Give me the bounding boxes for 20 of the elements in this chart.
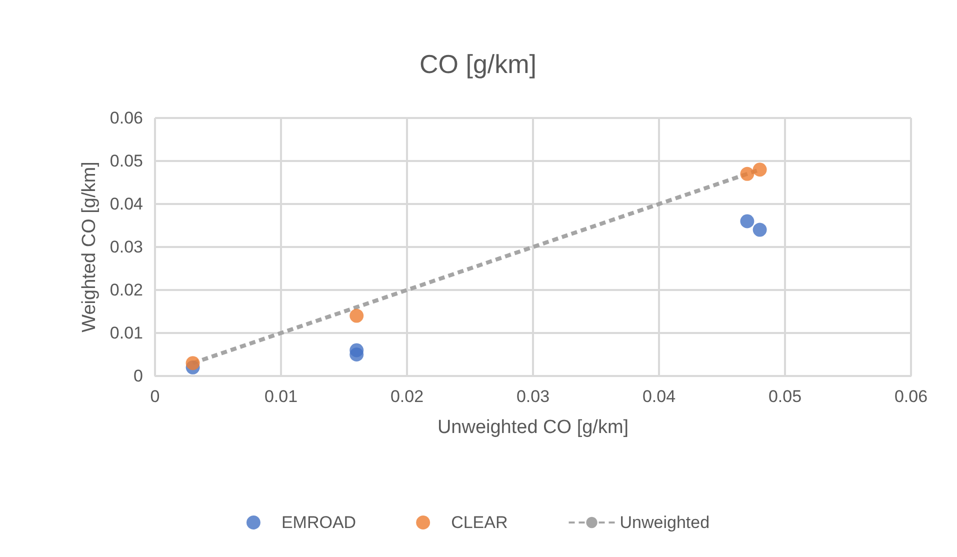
x-tick-label: 0.06: [894, 387, 928, 406]
x-tick-label: 0.03: [516, 387, 550, 406]
x-tick-label: 0: [150, 387, 160, 406]
legend-label: Unweighted: [620, 513, 710, 532]
y-axis-title: Weighted CO [g/km]: [79, 162, 100, 332]
legend-label: EMROAD: [281, 513, 356, 532]
y-tick-label: 0.03: [110, 238, 143, 256]
x-tick-label: 0.04: [642, 387, 676, 406]
chart-title: CO [g/km]: [419, 49, 537, 79]
legend-label: CLEAR: [451, 513, 508, 532]
y-tick-label: 0: [134, 366, 143, 386]
x-axis-title: Unweighted CO [g/km]: [437, 417, 629, 438]
y-tick-label: 0.05: [110, 152, 143, 170]
y-tick-label: 0.04: [110, 194, 143, 214]
x-tick-label: 0.05: [768, 387, 802, 406]
y-tick-label: 0.02: [110, 280, 143, 300]
y-tick-label: 0.06: [110, 108, 143, 128]
y-tick-label: 0.01: [110, 324, 143, 342]
x-tick-label: 0.02: [390, 387, 424, 406]
x-tick-label: 0.01: [264, 387, 298, 406]
